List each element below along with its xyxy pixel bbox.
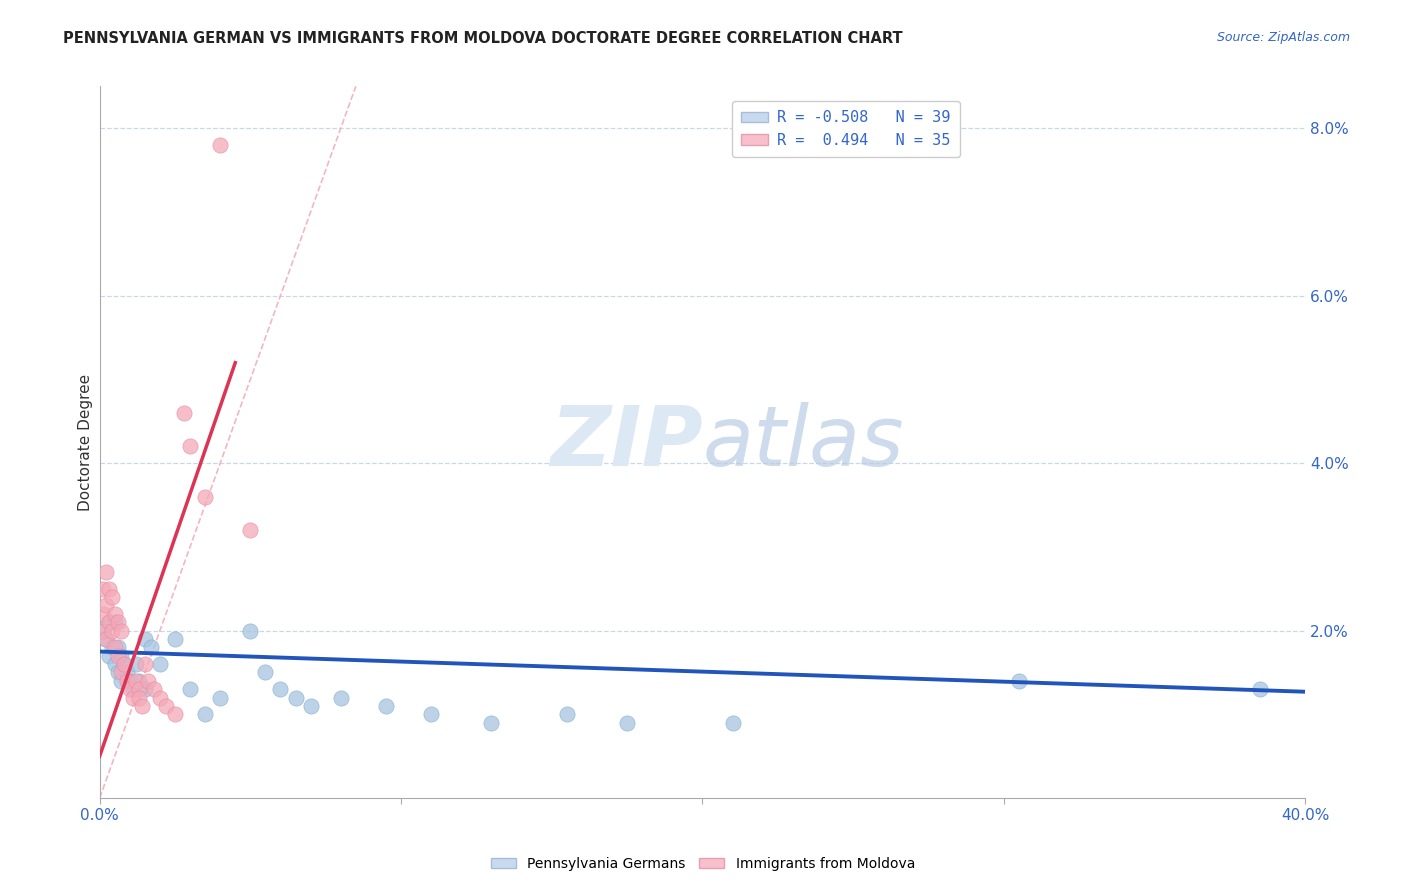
Point (239, 624, 262, 638)
Point (179, 439, 201, 453)
Point (139, 640, 162, 655)
Point (110, 673, 132, 688)
Legend: Pennsylvania Germans, Immigrants from Moldova: Pennsylvania Germans, Immigrants from Mo… (485, 851, 921, 876)
Point (112, 657, 135, 672)
Point (94, 632, 117, 646)
Point (194, 707, 217, 722)
Point (91, 582, 114, 596)
Point (329, 690, 352, 705)
Point (107, 648, 129, 663)
Point (100, 640, 122, 655)
Point (209, 690, 232, 705)
Point (1008, 673, 1031, 688)
Legend: R = -0.508   N = 39, R =  0.494   N = 35: R = -0.508 N = 39, R = 0.494 N = 35 (731, 101, 960, 157)
Point (104, 657, 127, 672)
Point (173, 406, 195, 420)
Point (131, 698, 153, 713)
Point (94, 632, 117, 646)
Point (163, 632, 186, 646)
Point (209, 138, 232, 153)
Point (110, 624, 132, 638)
Point (118, 673, 141, 688)
Point (97, 648, 120, 663)
Point (134, 682, 156, 697)
Point (616, 715, 638, 730)
Point (118, 682, 141, 697)
Point (110, 665, 132, 680)
Text: atlas: atlas (703, 401, 904, 483)
Point (94, 599, 117, 613)
Point (299, 698, 322, 713)
Point (254, 665, 277, 680)
Point (420, 707, 443, 722)
Point (134, 632, 156, 646)
Point (194, 490, 217, 504)
Point (269, 682, 291, 697)
Point (721, 715, 744, 730)
Point (1249, 682, 1271, 697)
Point (94, 565, 117, 579)
Point (155, 698, 177, 713)
Point (104, 615, 127, 630)
Point (375, 698, 398, 713)
Point (100, 590, 122, 604)
Point (134, 657, 156, 672)
Point (121, 682, 143, 697)
Point (163, 707, 186, 722)
Point (97, 615, 120, 630)
Point (91, 624, 114, 638)
Point (128, 682, 150, 697)
Point (284, 690, 307, 705)
Point (104, 640, 127, 655)
Point (239, 523, 262, 537)
Point (179, 682, 201, 697)
Text: ZIP: ZIP (550, 401, 703, 483)
Point (142, 682, 165, 697)
Point (97, 615, 120, 630)
Point (110, 648, 132, 663)
Point (149, 657, 172, 672)
Point (128, 690, 150, 705)
Point (481, 715, 503, 730)
Point (128, 673, 150, 688)
Point (97, 582, 120, 596)
Point (136, 673, 159, 688)
Point (125, 673, 148, 688)
Text: PENNSYLVANIA GERMAN VS IMMIGRANTS FROM MOLDOVA DOCTORATE DEGREE CORRELATION CHAR: PENNSYLVANIA GERMAN VS IMMIGRANTS FROM M… (63, 31, 903, 46)
Point (555, 707, 578, 722)
Y-axis label: Doctorate Degree: Doctorate Degree (79, 374, 93, 511)
Point (91, 624, 114, 638)
Point (107, 640, 129, 655)
Point (100, 624, 122, 638)
Point (115, 673, 138, 688)
Point (107, 665, 129, 680)
Point (115, 665, 138, 680)
Point (107, 615, 129, 630)
Point (125, 657, 148, 672)
Point (91, 607, 114, 621)
Point (149, 690, 172, 705)
Point (121, 690, 143, 705)
Point (104, 607, 127, 621)
Text: Source: ZipAtlas.com: Source: ZipAtlas.com (1216, 31, 1350, 45)
Point (112, 657, 135, 672)
